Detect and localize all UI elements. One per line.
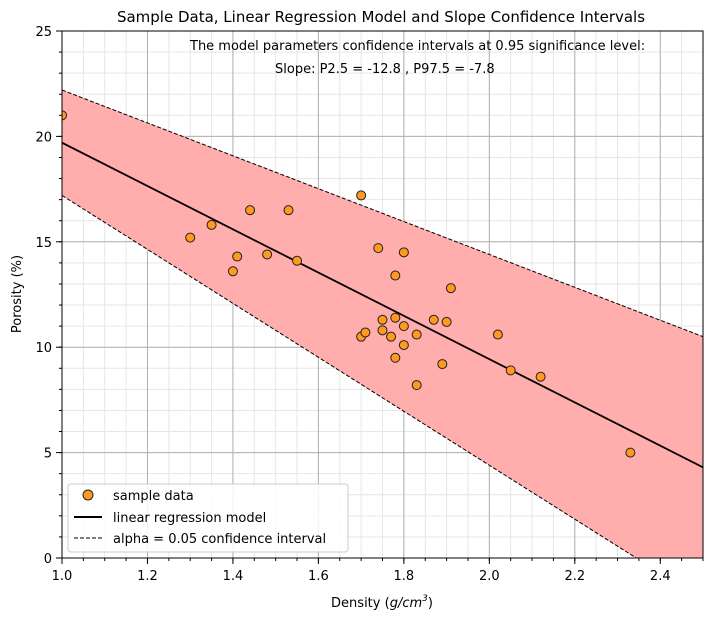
legend-label-confidence: alpha = 0.05 confidence interval (113, 532, 326, 547)
sample-data-point (245, 205, 256, 216)
x-tick-label: 2.2 (564, 569, 585, 584)
sample-data-point (283, 205, 294, 216)
y-tick-label: 10 (35, 341, 52, 356)
sample-data-point (390, 352, 401, 363)
y-tick-label: 15 (35, 236, 52, 251)
chart-title: Sample Data, Linear Regression Model and… (117, 8, 645, 26)
y-tick-label: 25 (35, 25, 52, 40)
sample-data-point (441, 316, 452, 327)
x-tick-label: 1.8 (394, 569, 415, 584)
sample-data-point (386, 331, 397, 342)
sample-data-point (377, 314, 388, 325)
legend-label-regression: linear regression model (113, 511, 266, 526)
x-tick-label: 1.2 (137, 569, 158, 584)
legend-marker-sample-data (82, 489, 94, 501)
sample-data-point (398, 321, 409, 332)
x-axis-title: Density (g/cm3) (331, 594, 433, 611)
x-tick-label: 1.0 (52, 569, 73, 584)
sample-data-point (390, 270, 401, 281)
annotation-confidence-heading: The model parameters confidence interval… (189, 39, 645, 54)
confidence-lower-line (62, 195, 638, 558)
sample-data-point (185, 232, 196, 243)
sample-data-point (625, 447, 636, 458)
sample-data-point (227, 266, 238, 277)
y-tick-label: 0 (44, 552, 52, 567)
sample-data-point (62, 110, 67, 121)
sample-data-point (505, 365, 516, 376)
x-axis: 1.0 1.2 1.4 1.6 1.8 2.0 2.2 2.4 (52, 558, 704, 584)
sample-data-point (232, 251, 243, 262)
sample-data-point (437, 359, 448, 370)
x-tick-label: 1.6 (308, 569, 329, 584)
sample-data-point (398, 247, 409, 258)
sample-data-point (398, 340, 409, 351)
y-tick-label: 5 (44, 447, 52, 462)
sample-data-point (360, 327, 371, 338)
annotation-slope-interval: Slope: P2.5 = -12.8 , P97.5 = -7.8 (275, 62, 495, 77)
sample-data-point (390, 312, 401, 323)
plot-area (62, 89, 703, 558)
sample-data-point (411, 329, 422, 340)
sample-data-point (492, 329, 503, 340)
sample-data-point (262, 249, 273, 260)
y-axis-title: Porosity (%) (10, 255, 25, 333)
x-tick-label: 2.4 (650, 569, 671, 584)
y-tick-label: 20 (35, 130, 52, 145)
confidence-upper-line (62, 89, 703, 338)
sample-data-point (445, 283, 456, 294)
sample-data-point (411, 380, 422, 391)
sample-data-point (206, 219, 217, 230)
x-tick-label: 1.4 (223, 569, 244, 584)
regression-line (62, 141, 703, 469)
sample-data-point (535, 371, 546, 382)
sample-data-point (373, 243, 384, 254)
legend-label-sample-data: sample data (113, 489, 194, 504)
y-axis: 0 5 10 15 20 25 (35, 25, 62, 567)
sample-data-point (292, 255, 303, 266)
x-tick-label: 2.0 (479, 569, 500, 584)
sample-data-point (428, 314, 439, 325)
legend-box (67, 483, 349, 553)
sample-data-point (356, 190, 367, 201)
sample-data-point (377, 325, 388, 336)
legend: sample data linear regression model alph… (67, 483, 349, 553)
